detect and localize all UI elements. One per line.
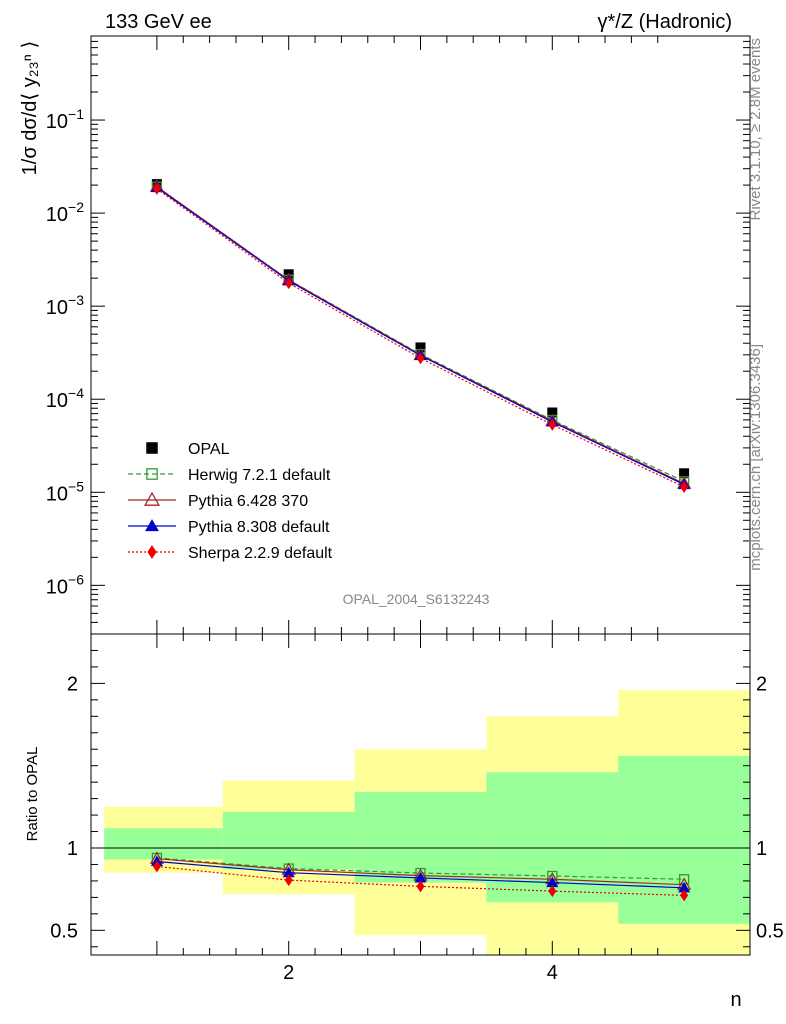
right-title: γ*/Z (Hadronic) [598, 11, 732, 33]
ratio-axis-ticks: 0.5 0.5 1 1 2 2 2 4 [50, 634, 784, 984]
main-y-tick-label: 10−4 [46, 385, 84, 412]
x-tick-label: 2 [283, 962, 294, 984]
ratio-y-axis-label: Ratio to OPAL [24, 747, 41, 842]
main-y-tick-label: 10−2 [46, 199, 84, 226]
ratio-uncertainty-bands [104, 689, 750, 955]
left-title: 133 GeV ee [105, 11, 212, 33]
legend-label-sherpa-2-2-9-default: Sherpa 2.2.9 default [188, 545, 333, 562]
ratio-y-tick-label-right: 0.5 [756, 920, 784, 942]
ratio-point-sherpa-2-2-9-default-2 [284, 874, 293, 887]
green-band-2 [222, 811, 355, 870]
legend-marker-herwig-7-2-1-default [146, 468, 158, 480]
ratio-point-pythia-8-308-default-2 [282, 866, 295, 878]
green-band-1 [104, 828, 223, 860]
main-line-pythia-6-428-370 [156, 186, 685, 485]
legend-label-pythia-8-308-default: Pythia 8.308 default [188, 519, 330, 536]
ratio-point-sherpa-2-2-9-default-5 [680, 889, 689, 902]
ratio-y-tick-label-right: 1 [756, 838, 767, 860]
main-point-sherpa-2-2-9-default-3 [416, 352, 425, 365]
legend-label-pythia-6-428-370: Pythia 6.428 370 [188, 493, 308, 510]
green-band-3 [354, 792, 487, 883]
ratio-y-tick-label: 0.5 [50, 920, 78, 942]
x-axis-label: n [730, 989, 741, 1011]
legend: OPAL Herwig 7.2.1 default Pythia 6.428 370… [128, 441, 333, 562]
main-series-layer [149, 179, 692, 493]
ratio-point-sherpa-2-2-9-default-4 [548, 885, 557, 898]
main-line-pythia-8-308-default [156, 187, 685, 486]
main-line-sherpa-2-2-9-default [156, 188, 685, 488]
legend-marker-pythia-6-428-370 [143, 491, 161, 506]
ratio-y-tick-label: 2 [67, 673, 78, 695]
main-point-sherpa-2-2-9-default-1 [152, 182, 161, 195]
ratio-point-pythia-8-308-default-5 [678, 881, 691, 893]
mcplots-label: mcplots.cern.ch [arXiv:1306.3436] [747, 344, 764, 571]
ratio-point-pythia-8-308-default-3 [414, 871, 427, 883]
main-point-opal-3 [415, 342, 426, 353]
legend-marker-opal [146, 442, 158, 454]
ratio-series-layer [149, 851, 692, 902]
legend-marker-pythia-8-308-default [145, 519, 159, 532]
ratio-point-pythia-8-308-default-4 [546, 876, 559, 888]
main-y-tick-label: 10−6 [46, 571, 84, 598]
main-y-tick-label: 10−1 [46, 106, 84, 133]
main-y-tick-label: 10−3 [46, 292, 84, 319]
main-y-tick-label: 10−5 [46, 478, 84, 505]
main-point-sherpa-2-2-9-default-5 [680, 480, 689, 493]
main-point-sherpa-2-2-9-default-2 [284, 277, 293, 290]
ratio-y-tick-label-right: 2 [756, 673, 767, 695]
legend-marker-sherpa-2-2-9-default [147, 545, 157, 559]
x-tick-label: 4 [547, 962, 558, 984]
main-point-opal-5 [679, 468, 690, 479]
legend-label-opal: OPAL [188, 441, 230, 458]
ratio-point-sherpa-2-2-9-default-1 [152, 860, 161, 873]
main-point-opal-4 [547, 407, 558, 418]
main-line-herwig-7-2-1-default [156, 186, 685, 482]
main-y-axis-label: 1/σ dσ/d⟨ y₂₃ⁿ ⟩ [19, 41, 41, 176]
rivet-version-label: Rivet 3.1.10, ≥ 2.8M events [747, 38, 764, 221]
analysis-watermark: OPAL_2004_S6132243 [343, 591, 490, 607]
main-axis-ticks: 10−6 10−5 10−4 10−3 10−2 10−1 [46, 35, 750, 635]
ratio-y-tick-label: 1 [67, 838, 78, 860]
legend-label-herwig-7-2-1-default: Herwig 7.2.1 default [188, 467, 331, 484]
main-point-sherpa-2-2-9-default-4 [548, 418, 557, 431]
ratio-point-sherpa-2-2-9-default-3 [416, 880, 425, 893]
